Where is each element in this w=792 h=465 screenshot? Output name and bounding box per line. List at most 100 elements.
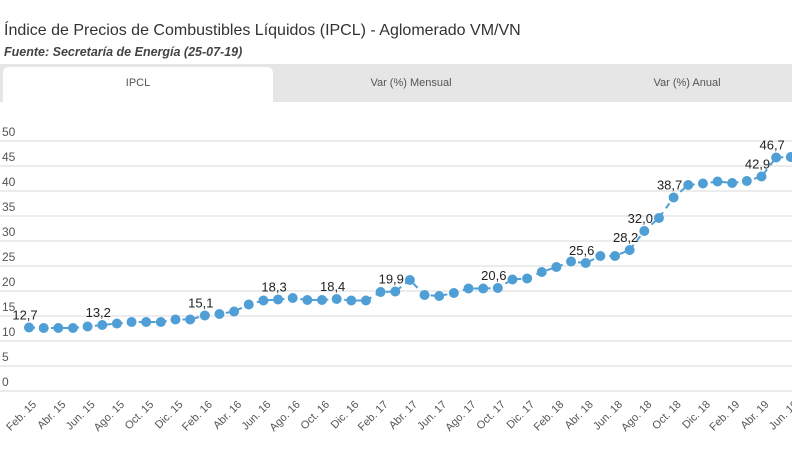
x-tick-label: Abr. 15 — [35, 399, 68, 432]
data-point[interactable] — [653, 213, 664, 223]
data-point[interactable] — [67, 323, 78, 333]
data-point[interactable] — [566, 256, 577, 267]
data-point[interactable] — [595, 251, 606, 261]
data-labels: 12,7 13,2 15,1 18,3 18,4 19,9 20,6 25,6 28,2 32,0… — [12, 138, 784, 323]
data-label: 19,9 — [379, 272, 404, 287]
x-tick-label: Oct. 16 — [299, 399, 333, 433]
data-point[interactable] — [302, 295, 313, 305]
data-label: 18,3 — [261, 280, 286, 295]
data-point[interactable] — [199, 310, 210, 321]
data-label: 32,0 — [628, 211, 653, 226]
y-tick-label: 40 — [2, 175, 16, 189]
data-point[interactable] — [24, 322, 34, 333]
data-point[interactable] — [522, 273, 533, 284]
data-label: 20,6 — [481, 268, 506, 283]
data-point[interactable] — [683, 180, 694, 190]
tab-var-anual[interactable]: Var (%) Anual — [653, 77, 721, 89]
data-point[interactable] — [741, 176, 752, 186]
x-tick-label: Jun. 19 — [767, 399, 792, 433]
data-label: 18,4 — [320, 279, 345, 294]
data-point[interactable] — [756, 171, 767, 182]
data-point[interactable] — [97, 320, 108, 330]
data-label: 12,7 — [12, 308, 37, 323]
data-point[interactable] — [375, 287, 386, 297]
y-tick-label: 5 — [2, 350, 9, 364]
data-point[interactable] — [141, 317, 152, 327]
data-point[interactable] — [258, 295, 269, 306]
data-point[interactable] — [463, 283, 474, 294]
data-point[interactable] — [507, 274, 518, 285]
data-point[interactable] — [727, 178, 738, 188]
data-point[interactable] — [404, 275, 415, 285]
y-tick-label: 30 — [2, 225, 16, 239]
data-point[interactable] — [331, 294, 342, 304]
data-point[interactable] — [229, 306, 240, 317]
data-label: 25,6 — [569, 243, 594, 258]
data-point[interactable] — [273, 294, 284, 305]
data-point[interactable] — [214, 309, 225, 319]
chart-source: Fuente: Secretaría de Energía (25-07-19) — [4, 45, 243, 59]
data-point[interactable] — [243, 299, 254, 310]
chart-title: Índice de Precios de Combustibles Líquid… — [4, 22, 521, 39]
data-point[interactable] — [185, 314, 196, 325]
data-point[interactable] — [155, 317, 166, 327]
x-tick-label: Feb. 18 — [532, 399, 567, 434]
x-tick-label: Feb. 17 — [356, 399, 391, 434]
data-point[interactable] — [610, 251, 620, 261]
data-point[interactable] — [536, 267, 547, 277]
data-point[interactable] — [287, 293, 298, 303]
x-tick-label: Abr. 18 — [563, 399, 596, 432]
x-tick-label: Ago. 15 — [92, 399, 127, 434]
data-point[interactable] — [82, 321, 93, 332]
data-point[interactable] — [360, 295, 371, 306]
data-point[interactable] — [38, 323, 49, 333]
x-tick-label: Oct. 17 — [474, 399, 508, 433]
data-point[interactable] — [712, 176, 723, 187]
data-point[interactable] — [785, 152, 792, 162]
x-tick-label: Ago. 18 — [619, 399, 654, 434]
y-tick-label: 15 — [2, 300, 16, 314]
data-point[interactable] — [346, 295, 357, 306]
y-tick-label: 35 — [2, 200, 16, 214]
y-tick-label: 0 — [2, 375, 9, 389]
x-tick-label: Abr. 19 — [738, 399, 771, 432]
tab-bar: IPCL Var (%) Mensual Var (%) Anual — [0, 64, 792, 102]
x-tick-label: Feb. 19 — [707, 399, 742, 434]
data-point[interactable] — [478, 283, 489, 294]
data-point[interactable] — [111, 318, 122, 329]
data-point[interactable] — [448, 288, 459, 298]
tab-ipcl[interactable]: IPCL — [3, 67, 273, 102]
y-tick-label: 50 — [2, 125, 16, 139]
x-tick-label: Oct. 18 — [650, 399, 684, 433]
data-label: 28,2 — [613, 230, 638, 245]
data-point[interactable] — [624, 245, 635, 255]
data-label: 42,9 — [745, 157, 770, 172]
x-tick-label: Feb. 16 — [180, 399, 215, 434]
x-tick-label: Oct. 15 — [123, 399, 157, 433]
y-tick-label: 25 — [2, 250, 16, 264]
data-point[interactable] — [434, 291, 445, 301]
grid-lines — [0, 140, 792, 392]
tab-var-mensual[interactable]: Var (%) Mensual — [370, 77, 452, 89]
data-point[interactable] — [697, 178, 708, 189]
y-tick-label: 20 — [2, 275, 16, 289]
x-tick-label: Abr. 16 — [211, 399, 244, 432]
x-tick-label: Ago. 16 — [268, 399, 303, 434]
data-point[interactable] — [419, 290, 430, 300]
data-point[interactable] — [126, 317, 137, 327]
data-point[interactable] — [492, 283, 503, 293]
data-point[interactable] — [390, 286, 401, 297]
data-point[interactable] — [639, 226, 650, 236]
data-point[interactable] — [771, 152, 782, 163]
series-ipcl — [24, 152, 792, 333]
y-tick-label: 10 — [2, 325, 16, 339]
data-point[interactable] — [53, 323, 64, 333]
data-point[interactable] — [580, 258, 591, 268]
data-point[interactable] — [668, 192, 679, 203]
data-point[interactable] — [317, 295, 327, 305]
x-tick-label: Abr. 17 — [387, 399, 420, 432]
y-axis-ticks: 0 5 10 15 20 25 30 35 40 45 50 — [2, 125, 16, 389]
data-point[interactable] — [551, 262, 562, 272]
data-point[interactable] — [170, 314, 181, 325]
